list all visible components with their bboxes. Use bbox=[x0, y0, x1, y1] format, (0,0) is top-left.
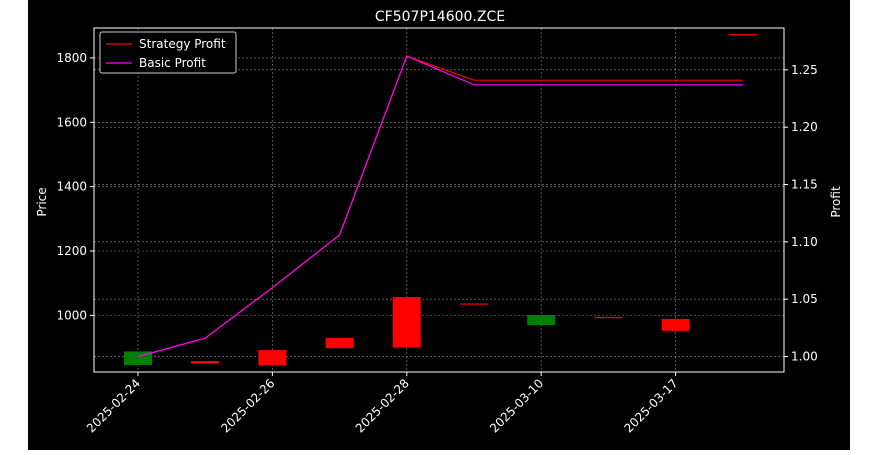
profit-lines bbox=[137, 55, 743, 358]
candle-body-5 bbox=[460, 303, 488, 305]
candle-body-9 bbox=[728, 34, 757, 36]
y-tick-label-right-1.20: 1.20 bbox=[791, 120, 818, 134]
chart-title: CF507P14600.ZCE bbox=[375, 9, 505, 25]
y-tick-label-left-1400: 1400 bbox=[56, 180, 87, 194]
legend-label-strategy-profit: Strategy Profit bbox=[139, 37, 226, 51]
y-tick-label-right-1.05: 1.05 bbox=[791, 292, 818, 306]
candle-body-7 bbox=[594, 316, 623, 319]
y-axis-label-left: Price bbox=[35, 187, 49, 216]
legend-label-basic-profit: Basic Profit bbox=[139, 56, 206, 70]
candles bbox=[124, 34, 757, 366]
chart-svg: CF507P14600.ZCE 1000 1200 1400 1600 1800 1.00… bbox=[35, 9, 843, 435]
candle-body-4 bbox=[392, 297, 421, 348]
chart-figure: CF507P14600.ZCE 1000 1200 1400 1600 1800 1.00… bbox=[28, 0, 850, 450]
y-tick-label-left-1200: 1200 bbox=[56, 244, 87, 258]
series-line-0 bbox=[137, 55, 743, 358]
x-tick-label-2025-03-10: 2025-03-10 bbox=[487, 376, 546, 435]
y-tick-label-right-1.00: 1.00 bbox=[791, 350, 818, 364]
legend-box bbox=[99, 31, 237, 74]
y-tick-label-right-1.15: 1.15 bbox=[791, 178, 818, 192]
x-tick-label-2025-02-28: 2025-02-28 bbox=[353, 376, 412, 435]
x-tick-label-2025-03-17: 2025-03-17 bbox=[622, 376, 681, 435]
y-tick-label-left-1800: 1800 bbox=[56, 51, 87, 65]
plot-frame bbox=[93, 27, 785, 373]
y-tick-label-left-1600: 1600 bbox=[56, 115, 87, 129]
candle-body-6 bbox=[527, 315, 556, 326]
x-tick-label-2025-02-24: 2025-02-24 bbox=[84, 376, 143, 435]
candle-body-8 bbox=[661, 318, 690, 331]
candle-body-1 bbox=[191, 361, 220, 364]
series-line-1 bbox=[137, 55, 743, 358]
grid bbox=[94, 28, 784, 372]
y-tick-label-right-1.25: 1.25 bbox=[791, 63, 818, 77]
y-axis-label-right: Profit bbox=[829, 186, 843, 218]
candle-body-3 bbox=[325, 337, 354, 349]
axes: 1000 1200 1400 1600 1800 1.00 1.05 1.10 1.15 1.20… bbox=[56, 27, 818, 435]
x-tick-label-2025-02-26: 2025-02-26 bbox=[218, 376, 277, 435]
candle-body-2 bbox=[258, 350, 287, 366]
y-tick-label-left-1000: 1000 bbox=[56, 308, 87, 322]
y-tick-label-right-1.10: 1.10 bbox=[791, 235, 818, 249]
legend: Strategy Profit Basic Profit bbox=[99, 31, 237, 74]
